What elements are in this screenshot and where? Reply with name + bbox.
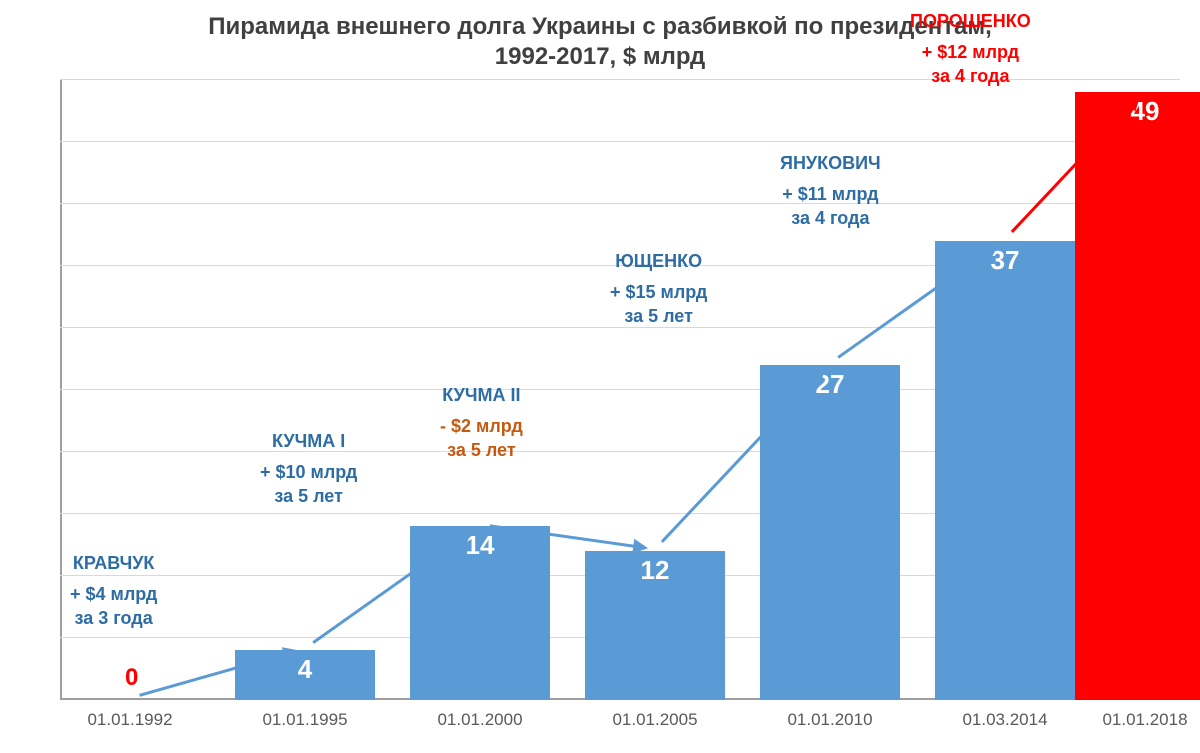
annotation-name: ПОРОШЕНКО xyxy=(910,10,1031,33)
x-tick-label: 01.01.2010 xyxy=(750,710,910,730)
annotation-period: за 4 года xyxy=(780,207,881,230)
annotation-period: за 3 года xyxy=(70,607,157,630)
annotation-name: КУЧМА II xyxy=(440,384,523,407)
x-tick-label: 01.01.1992 xyxy=(50,710,210,730)
debt-chart: Пирамида внешнего долга Украины с разбив… xyxy=(0,0,1200,753)
bar-value-label: 27 xyxy=(760,369,900,400)
bar-value-label: 14 xyxy=(410,530,550,561)
grid-line xyxy=(60,203,1180,204)
plot-area: 01.01.1992401.01.19951401.01.20001201.01… xyxy=(60,80,1180,700)
zero-label: 0 xyxy=(125,664,138,692)
bar: 27 xyxy=(760,365,900,700)
x-tick-label: 01.01.2000 xyxy=(400,710,560,730)
annotation-period: за 5 лет xyxy=(610,305,707,328)
annotation-delta: + $12 млрд xyxy=(910,41,1031,64)
annotation-period: за 4 года xyxy=(910,65,1031,88)
annotation-kuchma2: КУЧМА II - $2 млрдза 5 лет xyxy=(440,384,523,462)
annotation-delta: + $10 млрд xyxy=(260,461,357,484)
annotation-kuchma1: КУЧМА I + $10 млрдза 5 лет xyxy=(260,430,357,508)
bar: 12 xyxy=(585,551,725,700)
annotation-period: за 5 лет xyxy=(440,439,523,462)
x-tick-label: 01.01.2005 xyxy=(575,710,735,730)
annotation-poroshenko: ПОРОШЕНКО + $12 млрдза 4 года xyxy=(910,10,1031,88)
bar-value-label: 37 xyxy=(935,245,1075,276)
annotation-delta: + $4 млрд xyxy=(70,583,157,606)
bar-value-label: 12 xyxy=(585,555,725,586)
annotation-delta: - $2 млрд xyxy=(440,415,523,438)
bar: 4 xyxy=(235,650,375,700)
annotation-name: КРАВЧУК xyxy=(70,552,157,575)
annotation-kravchuk: КРАВЧУК + $4 млрдза 3 года xyxy=(70,552,157,630)
annotation-yanukovych: ЯНУКОВИЧ + $11 млрдза 4 года xyxy=(780,152,881,230)
bar-value-label: 4 xyxy=(235,654,375,685)
bar-value-label: 49 xyxy=(1075,96,1200,127)
annotation-period: за 5 лет xyxy=(260,485,357,508)
chart-title-line1: Пирамида внешнего долга Украины с разбив… xyxy=(208,13,992,40)
annotation-yushchenko: ЮЩЕНКО + $15 млрдза 5 лет xyxy=(610,250,707,328)
chart-title-line2: 1992-2017, $ млрд xyxy=(495,43,705,70)
x-tick-label: 01.01.2018 xyxy=(1065,710,1200,730)
y-axis xyxy=(60,80,62,700)
x-tick-label: 01.01.1995 xyxy=(225,710,385,730)
annotation-delta: + $11 млрд xyxy=(780,183,881,206)
bar: 14 xyxy=(410,526,550,700)
x-tick-label: 01.03.2014 xyxy=(925,710,1085,730)
grid-line xyxy=(60,141,1180,142)
bar: 49 xyxy=(1075,92,1200,700)
annotation-name: КУЧМА I xyxy=(260,430,357,453)
annotation-name: ЯНУКОВИЧ xyxy=(780,152,881,175)
bar: 37 xyxy=(935,241,1075,700)
annotation-delta: + $15 млрд xyxy=(610,281,707,304)
annotation-name: ЮЩЕНКО xyxy=(610,250,707,273)
